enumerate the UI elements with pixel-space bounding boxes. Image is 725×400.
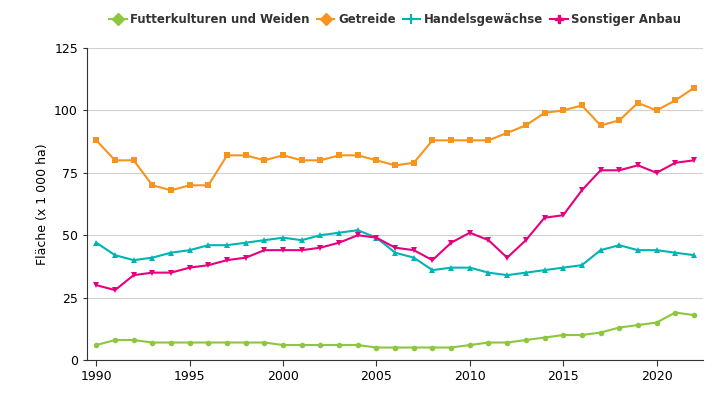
Y-axis label: Fläche (x 1 000 ha): Fläche (x 1 000 ha) [36,143,49,265]
Legend: Futterkulturen und Weiden, Getreide, Handelsgewächse, Sonstiger Anbau: Futterkulturen und Weiden, Getreide, Han… [109,13,682,26]
